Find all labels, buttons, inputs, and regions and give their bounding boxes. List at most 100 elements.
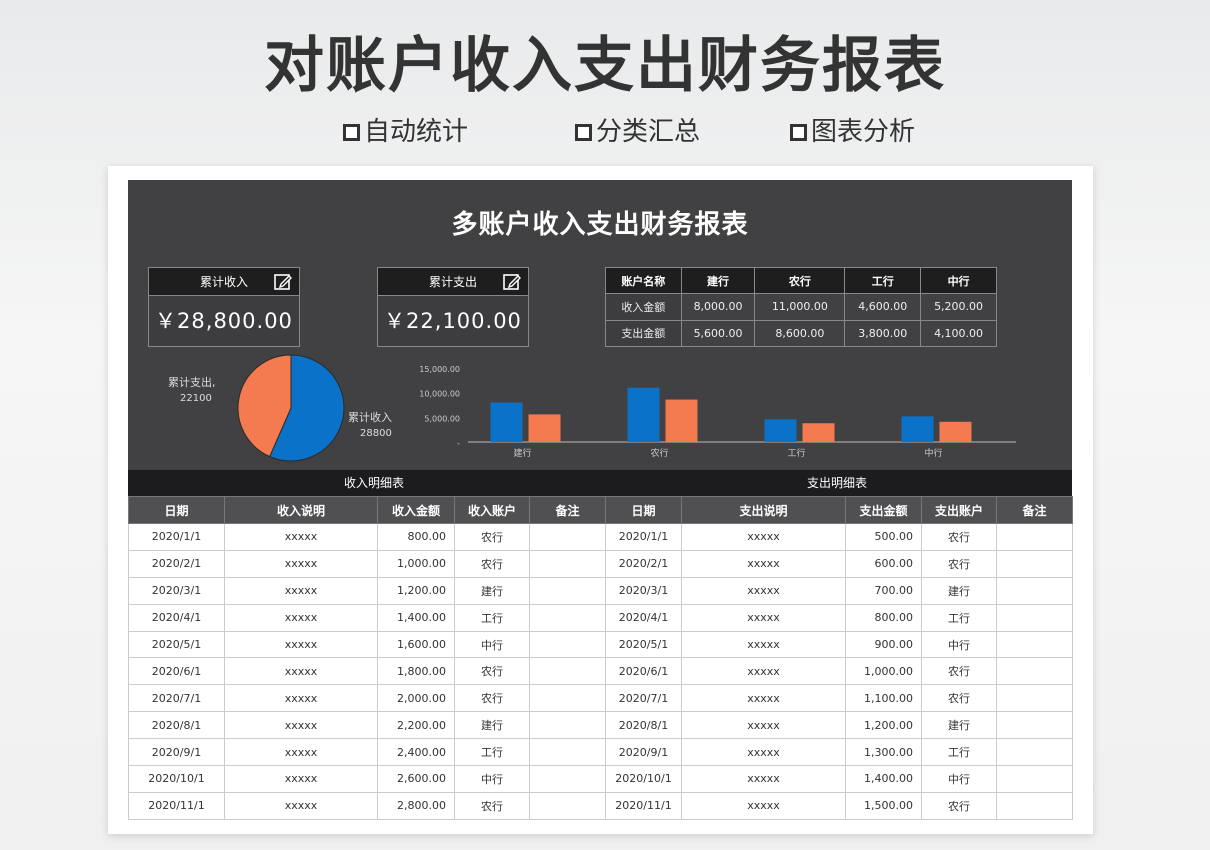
expense-date-cell[interactable]: 2020/6/1 [605, 657, 682, 686]
expense-date-cell[interactable]: 2020/1/1 [605, 523, 682, 551]
expense-date-cell[interactable]: 2020/9/1 [605, 738, 682, 767]
income-date-header[interactable]: 日期 [128, 496, 225, 524]
bar[interactable] [802, 423, 835, 442]
income-account-cell[interactable]: 中行 [454, 630, 530, 659]
income-date-cell[interactable]: 2020/7/1 [128, 684, 225, 713]
expense-note-cell[interactable] [996, 684, 1073, 713]
expense-amount-cell[interactable]: 1,400.00 [845, 765, 922, 793]
income-date-cell[interactable]: 2020/3/1 [128, 576, 225, 605]
income-amount-cell[interactable]: 800.00 [377, 523, 455, 551]
expense-note-cell[interactable] [996, 738, 1073, 767]
income-date-cell[interactable]: 2020/2/1 [128, 549, 225, 578]
expense-amount-cell[interactable]: 1,500.00 [845, 791, 922, 820]
expense-date-cell[interactable]: 2020/4/1 [605, 603, 682, 632]
income-desc-cell[interactable]: xxxxx [224, 738, 378, 767]
income-account-cell[interactable]: 工行 [454, 603, 530, 632]
expense-amount-header[interactable]: 支出金额 [845, 496, 922, 524]
income-date-cell[interactable]: 2020/4/1 [128, 603, 225, 632]
expense-desc-header[interactable]: 支出说明 [681, 496, 846, 524]
expense-desc-cell[interactable]: xxxxx [681, 549, 846, 578]
expense-date-cell[interactable]: 2020/3/1 [605, 576, 682, 605]
bar[interactable] [665, 399, 698, 442]
income-note-cell[interactable] [529, 657, 606, 686]
bar[interactable] [490, 402, 523, 442]
income-desc-cell[interactable]: xxxxx [224, 711, 378, 740]
pie-slice[interactable] [269, 354, 345, 462]
expense-note-cell[interactable] [996, 576, 1073, 605]
expense-account-cell[interactable]: 工行 [921, 738, 997, 767]
income-date-cell[interactable]: 2020/1/1 [128, 523, 225, 551]
account-table-cell[interactable]: 4,100.00 [920, 319, 997, 348]
income-note-header[interactable]: 备注 [529, 496, 606, 524]
expense-account-header[interactable]: 支出账户 [921, 496, 997, 524]
income-account-header[interactable]: 收入账户 [454, 496, 530, 524]
expense-amount-cell[interactable]: 900.00 [845, 630, 922, 659]
account-table-cell[interactable]: 8,600.00 [754, 319, 846, 348]
bar[interactable] [764, 419, 797, 442]
account-table-cell[interactable]: 收入金额 [605, 293, 682, 321]
income-desc-cell[interactable]: xxxxx [224, 791, 378, 820]
expense-date-header[interactable]: 日期 [605, 496, 682, 524]
income-date-cell[interactable]: 2020/5/1 [128, 630, 225, 659]
income-account-cell[interactable]: 建行 [454, 711, 530, 740]
expense-account-cell[interactable]: 农行 [921, 523, 997, 551]
expense-desc-cell[interactable]: xxxxx [681, 738, 846, 767]
pie-slice[interactable] [237, 354, 292, 458]
expense-desc-cell[interactable]: xxxxx [681, 630, 846, 659]
expense-date-cell[interactable]: 2020/11/1 [605, 791, 682, 820]
expense-account-cell[interactable]: 农行 [921, 684, 997, 713]
expense-amount-cell[interactable]: 600.00 [845, 549, 922, 578]
bar[interactable] [939, 421, 972, 442]
income-note-cell[interactable] [529, 549, 606, 578]
income-amount-cell[interactable]: 2,800.00 [377, 791, 455, 820]
expense-note-cell[interactable] [996, 765, 1073, 793]
expense-date-cell[interactable]: 2020/5/1 [605, 630, 682, 659]
account-table-cell[interactable]: 5,600.00 [680, 319, 756, 348]
expense-desc-cell[interactable]: xxxxx [681, 711, 846, 740]
expense-desc-cell[interactable]: xxxxx [681, 603, 846, 632]
expense-note-cell[interactable] [996, 630, 1073, 659]
expense-note-cell[interactable] [996, 523, 1073, 551]
expense-note-cell[interactable] [996, 791, 1073, 820]
expense-date-cell[interactable]: 2020/2/1 [605, 549, 682, 578]
income-date-cell[interactable]: 2020/8/1 [128, 711, 225, 740]
expense-account-cell[interactable]: 建行 [921, 711, 997, 740]
income-desc-cell[interactable]: xxxxx [224, 630, 378, 659]
income-desc-cell[interactable]: xxxxx [224, 657, 378, 686]
income-note-cell[interactable] [529, 523, 606, 551]
expense-account-cell[interactable]: 中行 [921, 630, 997, 659]
expense-desc-cell[interactable]: xxxxx [681, 765, 846, 793]
income-amount-cell[interactable]: 2,200.00 [377, 711, 455, 740]
income-note-cell[interactable] [529, 791, 606, 820]
income-account-cell[interactable]: 农行 [454, 549, 530, 578]
income-date-cell[interactable]: 2020/11/1 [128, 791, 225, 820]
expense-note-cell[interactable] [996, 603, 1073, 632]
expense-account-cell[interactable]: 工行 [921, 603, 997, 632]
income-date-cell[interactable]: 2020/9/1 [128, 738, 225, 767]
account-table-cell[interactable]: 支出金额 [605, 319, 682, 348]
income-date-cell[interactable]: 2020/10/1 [128, 765, 225, 793]
edit-icon[interactable] [502, 272, 522, 292]
expense-amount-cell[interactable]: 1,200.00 [845, 711, 922, 740]
expense-account-cell[interactable]: 农行 [921, 657, 997, 686]
income-desc-cell[interactable]: xxxxx [224, 684, 378, 713]
income-account-cell[interactable]: 工行 [454, 738, 530, 767]
income-amount-cell[interactable]: 1,800.00 [377, 657, 455, 686]
expense-date-cell[interactable]: 2020/7/1 [605, 684, 682, 713]
income-amount-cell[interactable]: 1,200.00 [377, 576, 455, 605]
expense-account-cell[interactable]: 农行 [921, 791, 997, 820]
income-account-cell[interactable]: 农行 [454, 657, 530, 686]
income-account-cell[interactable]: 农行 [454, 523, 530, 551]
expense-amount-cell[interactable]: 800.00 [845, 603, 922, 632]
expense-amount-cell[interactable]: 500.00 [845, 523, 922, 551]
income-amount-cell[interactable]: 1,400.00 [377, 603, 455, 632]
expense-account-cell[interactable]: 农行 [921, 549, 997, 578]
bar[interactable] [901, 416, 934, 442]
income-note-cell[interactable] [529, 684, 606, 713]
expense-amount-cell[interactable]: 700.00 [845, 576, 922, 605]
income-desc-header[interactable]: 收入说明 [224, 496, 378, 524]
expense-amount-cell[interactable]: 1,100.00 [845, 684, 922, 713]
income-desc-cell[interactable]: xxxxx [224, 523, 378, 551]
income-account-cell[interactable]: 建行 [454, 576, 530, 605]
income-amount-cell[interactable]: 1,600.00 [377, 630, 455, 659]
